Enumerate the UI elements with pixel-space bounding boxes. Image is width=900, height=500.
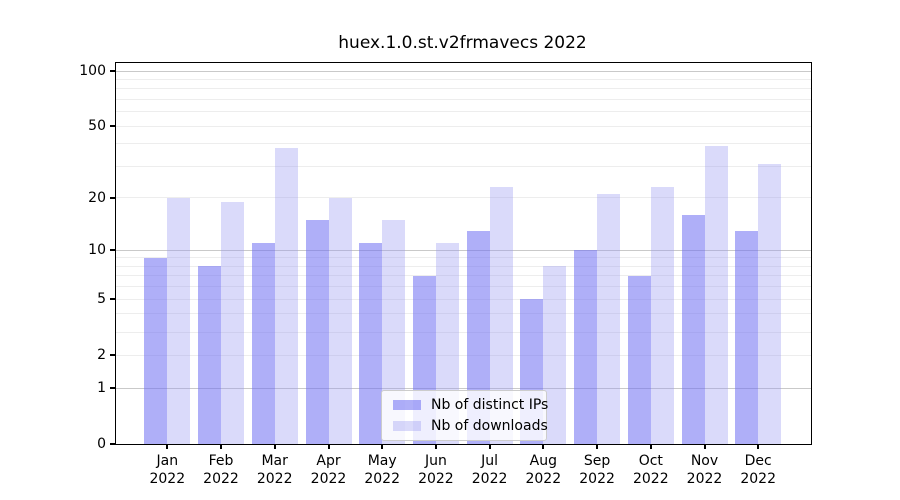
legend-label-downloads: Nb of downloads bbox=[431, 418, 548, 434]
bar-ips-mar bbox=[251, 243, 275, 444]
x-tick-mark-jun bbox=[434, 444, 437, 449]
x-tick-mark-apr bbox=[327, 444, 330, 449]
y-tick-mark-5 bbox=[110, 298, 116, 301]
major-gridline-1 bbox=[116, 387, 811, 389]
y-tick-mark-2 bbox=[110, 354, 116, 357]
plot-area: Nb of distinct IPs Nb of downloads 0 1 2 5 1… bbox=[79, 62, 812, 487]
bar-ips-sep bbox=[574, 250, 598, 444]
legend-swatch-0 bbox=[393, 400, 421, 410]
x-tick-label-jun: Jun 2022 bbox=[418, 453, 454, 487]
legend-entry-ips: Nb of distinct IPs bbox=[390, 398, 548, 412]
minor-gridline-40 bbox=[116, 143, 811, 145]
minor-gridline-80 bbox=[116, 88, 811, 90]
minor-gridline-20 bbox=[116, 197, 811, 199]
x-tick-label-nov: Nov 2022 bbox=[686, 453, 723, 487]
x-tick-label-aug: Aug 2022 bbox=[525, 453, 562, 487]
x-tick-mark-dec bbox=[757, 444, 760, 449]
bar-downloads-feb bbox=[221, 201, 244, 444]
bar-downloads-oct bbox=[650, 187, 674, 444]
x-tick-label-jul: Jul 2022 bbox=[471, 453, 508, 487]
chart-title: huex.1.0.st.v2frmavecs 2022 bbox=[338, 33, 587, 53]
x-tick-mark-sep bbox=[596, 444, 599, 449]
bar-ips-may bbox=[359, 243, 383, 444]
minor-gridline-2 bbox=[116, 354, 811, 356]
bar-downloads-aug bbox=[543, 266, 567, 444]
major-gridline-10 bbox=[116, 249, 811, 251]
x-tick-mark-feb bbox=[220, 444, 222, 449]
y-tick-label-20: 20 bbox=[88, 189, 106, 206]
x-tick-mark-jan bbox=[166, 444, 169, 449]
y-tick-label-100: 100 bbox=[79, 63, 106, 79]
y-tick-label-2: 2 bbox=[97, 347, 106, 364]
bar-ips-nov bbox=[681, 215, 705, 444]
bar-ips-apr bbox=[305, 219, 329, 444]
x-tick-mark-oct bbox=[649, 444, 652, 449]
minor-gridline-4 bbox=[116, 313, 811, 315]
bar-downloads-jul bbox=[489, 187, 513, 444]
x-tick-label-mar: Mar 2022 bbox=[256, 453, 293, 487]
bar-ips-dec bbox=[735, 230, 759, 444]
x-tick-label-oct: Oct 2022 bbox=[632, 453, 669, 487]
legend-entry-downloads: Nb of downloads bbox=[390, 419, 548, 433]
y-tick-mark-20 bbox=[110, 196, 116, 199]
minor-gridline-3 bbox=[116, 331, 811, 333]
minor-gridline-6 bbox=[116, 286, 811, 288]
legend-swatch-1 bbox=[393, 421, 421, 431]
x-tick-label-sep: Sep 2022 bbox=[579, 453, 615, 487]
minor-gridline-5 bbox=[116, 298, 811, 300]
minor-gridline-70 bbox=[116, 99, 811, 100]
y-tick-label-1: 1 bbox=[97, 380, 106, 396]
minor-gridline-9 bbox=[116, 257, 811, 259]
y-tick-mark-1 bbox=[110, 387, 116, 389]
y-tick-mark-50 bbox=[110, 125, 116, 128]
bar-ips-jan bbox=[144, 257, 168, 444]
x-tick-label-jan: Jan 2022 bbox=[149, 453, 186, 487]
y-tick-label-10: 10 bbox=[88, 242, 106, 259]
x-tick-label-may: May 2022 bbox=[364, 453, 400, 487]
x-tick-mark-jul bbox=[488, 444, 491, 449]
legend-label-ips: Nb of distinct IPs bbox=[431, 397, 549, 413]
bar-ips-feb bbox=[198, 266, 221, 444]
bar-downloads-may bbox=[382, 219, 406, 444]
bar-downloads-sep bbox=[597, 194, 621, 444]
x-tick-mark-may bbox=[381, 444, 384, 449]
x-tick-mark-nov bbox=[703, 444, 706, 449]
x-tick-mark-mar bbox=[273, 444, 276, 449]
minor-gridline-60 bbox=[116, 111, 811, 113]
minor-gridline-50 bbox=[116, 125, 811, 127]
minor-gridline-7 bbox=[116, 275, 811, 277]
minor-gridline-30 bbox=[116, 166, 811, 167]
bar-downloads-nov bbox=[704, 145, 728, 444]
y-tick-label-5: 5 bbox=[97, 291, 106, 308]
y-tick-mark-10 bbox=[110, 249, 116, 252]
minor-gridline-8 bbox=[116, 265, 811, 267]
y-tick-mark-100 bbox=[110, 70, 116, 72]
bar-downloads-dec bbox=[758, 163, 782, 444]
bar-ips-oct bbox=[627, 275, 651, 444]
bar-downloads-apr bbox=[328, 197, 352, 444]
x-tick-label-feb: Feb 2022 bbox=[203, 453, 239, 487]
bar-downloads-jan bbox=[167, 197, 191, 444]
y-tick-label-50: 50 bbox=[88, 118, 106, 135]
x-tick-mark-aug bbox=[542, 444, 545, 449]
bar-downloads-mar bbox=[274, 147, 298, 444]
major-gridline-100 bbox=[116, 70, 811, 72]
minor-gridline-90 bbox=[116, 78, 811, 80]
x-tick-label-dec: Dec 2022 bbox=[740, 453, 776, 487]
y-tick-mark-0 bbox=[110, 443, 116, 445]
x-tick-label-apr: Apr 2022 bbox=[310, 453, 347, 487]
legend: Nb of distinct IPs Nb of downloads bbox=[381, 390, 548, 441]
y-tick-label-0: 0 bbox=[97, 436, 106, 452]
